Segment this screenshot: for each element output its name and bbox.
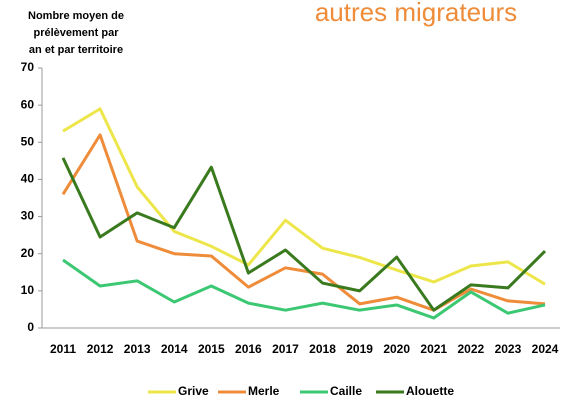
x-tick-label: 2021 [420,342,447,356]
x-tick-label: 2016 [235,342,262,356]
y-tick-label: 60 [21,97,35,111]
legend-label: Alouette [406,384,454,398]
y-tick-label: 10 [21,283,35,297]
x-tick-label: 2012 [87,342,114,356]
y-axis-label: an et par territoire [29,44,123,56]
y-tick-label: 30 [21,209,35,223]
x-tick-label: 2015 [198,342,225,356]
y-tick-label: 40 [21,172,35,186]
y-tick-label: 70 [21,60,35,74]
chart-title: autres migrateurs [315,0,517,27]
x-tick-label: 2017 [272,342,299,356]
x-tick-label: 2024 [532,342,559,356]
legend-label: Grive [178,384,209,398]
x-tick-label: 2022 [457,342,484,356]
x-tick-label: 2018 [309,342,336,356]
x-tick-label: 2011 [50,342,76,356]
x-tick-label: 2014 [161,342,188,356]
x-tick-label: 2019 [346,342,373,356]
series-line [61,133,546,312]
series-line [62,258,546,320]
y-axis-label: Nombre moyen de [28,10,124,22]
y-tick-label: 50 [21,134,35,148]
y-tick-label: 0 [27,320,34,334]
legend-label: Caille [330,384,362,398]
y-tick-label: 20 [21,246,35,260]
x-tick-label: 2023 [495,342,522,356]
series-line [62,107,546,286]
legend-label: Merle [248,384,280,398]
series-line [61,157,547,312]
x-tick-label: 2013 [124,342,151,356]
x-tick-label: 2020 [383,342,410,356]
y-axis-label: prélèvement par [34,27,120,39]
